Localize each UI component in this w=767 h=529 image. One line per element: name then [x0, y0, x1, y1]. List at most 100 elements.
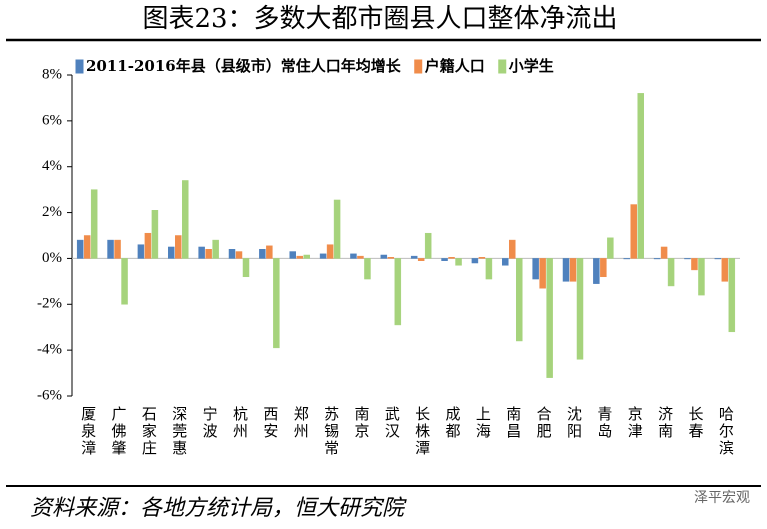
x-tick-label: 深莞惠 [170, 406, 188, 457]
bar [516, 258, 523, 342]
bar [455, 258, 462, 266]
bar [600, 258, 607, 278]
bar [714, 258, 722, 260]
x-tick-label: 西安 [261, 406, 279, 440]
bar [607, 237, 614, 259]
bar [235, 251, 243, 259]
bar [144, 232, 152, 259]
x-tick-label: 成都 [444, 406, 462, 440]
bar [175, 235, 182, 259]
bar [168, 246, 175, 259]
bar [303, 254, 310, 259]
bar [546, 258, 553, 378]
bar [448, 257, 455, 259]
bar [151, 210, 159, 259]
bar [387, 257, 395, 259]
legend-label: 小学生 [509, 57, 554, 75]
y-tick-label: -4% [37, 342, 62, 358]
x-tick-label: 厦泉漳 [79, 406, 97, 457]
bar [684, 258, 691, 260]
x-tick-label: 长春 [686, 406, 704, 440]
y-tick-label: -2% [37, 296, 62, 312]
y-tick-label: 2% [42, 204, 62, 220]
x-tick-label: 苏锡常 [322, 406, 340, 457]
bar [266, 245, 273, 259]
bar [653, 258, 661, 260]
y-tick-label: 8% [42, 66, 62, 82]
legend-label: 户籍人口 [425, 57, 485, 75]
bar [485, 258, 493, 280]
bar [502, 258, 509, 266]
x-tick-label: 长株潭 [413, 406, 431, 457]
x-tick-label: 石家庄 [140, 406, 158, 457]
x-tick-label: 合肥 [535, 406, 553, 440]
x-tick-label: 杭州 [231, 406, 249, 440]
bar [333, 199, 341, 259]
bar [137, 244, 145, 259]
y-tick-label: -6% [37, 387, 62, 403]
source-note: 资料来源：各地方统计局，恒大研究院 [30, 496, 407, 521]
bar [623, 258, 630, 260]
legend-swatch [76, 60, 83, 73]
bar [410, 255, 418, 259]
chart-title: 图表23：多数大都市圈县人口整体净流出 [142, 4, 617, 34]
bar [394, 258, 402, 326]
bar [242, 258, 250, 278]
bar [576, 258, 584, 360]
x-tick-label: 广佛肇 [110, 406, 128, 457]
bar [593, 258, 600, 284]
x-tick-label: 上海 [474, 406, 492, 440]
bar [637, 93, 644, 259]
bar [532, 258, 539, 280]
bar [509, 239, 516, 259]
bar [273, 258, 280, 349]
x-tick-label: 京津 [626, 406, 644, 440]
bar [107, 239, 114, 259]
bar [380, 254, 388, 259]
bar [289, 251, 296, 259]
x-tick-label: 宁波 [201, 406, 219, 440]
bar [319, 253, 327, 259]
legend-swatch-edge [75, 59, 84, 74]
y-tick-label: 0% [42, 250, 62, 266]
bar [441, 258, 448, 261]
y-tick-label: 4% [42, 158, 62, 174]
legend-swatch-edge [498, 59, 507, 74]
y-tick-label: 6% [42, 112, 62, 128]
x-tick-label: 郑州 [292, 406, 310, 440]
x-tick-label: 济南 [656, 406, 674, 440]
legend-swatch [414, 60, 422, 73]
legend-swatch [498, 60, 506, 73]
bar [326, 244, 334, 259]
watermark: 泽平宏观 [694, 490, 750, 506]
x-tick-label: 青岛 [595, 406, 613, 440]
bar [569, 258, 577, 282]
bar [90, 189, 98, 259]
legend-label: 2011-2016年县（县级市）常住人口年均增长 [86, 57, 402, 75]
bar [83, 235, 91, 259]
bar [212, 239, 219, 259]
x-tick-label: 南京 [352, 406, 370, 440]
bar [121, 258, 128, 305]
bar [424, 232, 432, 259]
bar [471, 258, 479, 264]
x-tick-label: 武汉 [383, 406, 401, 440]
legend-swatch-edge [414, 59, 423, 74]
bar [76, 239, 84, 259]
bar [698, 258, 705, 296]
bar [417, 258, 425, 261]
x-tick-label: 南昌 [504, 406, 522, 440]
x-tick-label: 沈阳 [565, 406, 583, 440]
bar [357, 255, 364, 259]
bar [562, 258, 570, 282]
bar [630, 204, 637, 259]
bar [691, 258, 698, 271]
bar [721, 258, 729, 282]
bar [296, 255, 303, 259]
bar [478, 257, 486, 259]
bar [228, 249, 236, 259]
bar [259, 249, 266, 259]
bar [667, 258, 675, 287]
bar [539, 258, 546, 289]
